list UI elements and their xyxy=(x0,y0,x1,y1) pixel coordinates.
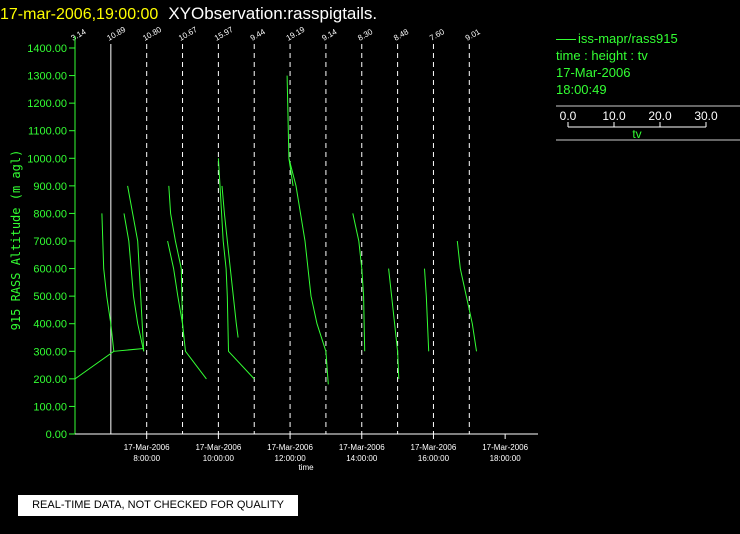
x-tick-date-3: 17-Mar-2006 xyxy=(339,443,385,452)
y-tick-label-13: 1300.00 xyxy=(27,71,67,83)
y-tick-label-14: 1400.00 xyxy=(27,43,67,55)
series-1-segment-0 xyxy=(127,185,145,352)
profile-marker-label-1: 10.89 xyxy=(105,25,127,43)
y-tick-label-2: 200.00 xyxy=(33,374,67,386)
legend-series: iss-mapr/rass915 xyxy=(556,30,740,47)
y-tick-label-6: 600.00 xyxy=(33,264,67,276)
legend-series-label: iss-mapr/rass915 xyxy=(578,31,678,46)
series-5-segment-0 xyxy=(352,213,366,352)
series-4-segment-1 xyxy=(288,158,294,186)
x-tick-date-2: 17-Mar-2006 xyxy=(267,443,313,452)
x-tick-time-0: 8:00:00 xyxy=(133,454,160,463)
series-7-segment-0 xyxy=(424,268,430,352)
profile-marker-label-6: 19.19 xyxy=(285,25,307,43)
series-1-segment-1 xyxy=(123,213,145,352)
y-tick-label-9: 900.00 xyxy=(33,181,67,193)
profile-marker-label-11: 9.01 xyxy=(464,27,482,43)
legend: iss-mapr/rass915 time : height : tv 17-M… xyxy=(556,30,740,141)
legend-scale-label: tv xyxy=(632,127,641,141)
y-tick-label-1: 100.00 xyxy=(33,401,67,413)
legend-scale-tick-label-0: 0.0 xyxy=(560,109,577,123)
x-tick-date-0: 17-Mar-2006 xyxy=(124,443,170,452)
legend-swatch xyxy=(556,39,576,41)
x-tick-time-5: 18:00:00 xyxy=(490,454,522,463)
legend-date: 17-Mar-2006 xyxy=(556,65,631,80)
header-observation: XYObservation:rasspigtails. xyxy=(168,4,378,23)
y-axis-label: 915 RASS Altitude (m agl) xyxy=(9,150,23,331)
x-tick-time-2: 12:00:00 xyxy=(275,454,307,463)
header-timestamp: 17-mar-2006,19:00:00 xyxy=(0,6,159,23)
y-tick-label-10: 1000.00 xyxy=(27,153,67,165)
profile-marker-label-4: 15.97 xyxy=(213,25,235,43)
legend-variables: time : height : tv xyxy=(556,48,648,63)
series-6-segment-0 xyxy=(388,268,400,379)
profile-marker-label-8: 8.30 xyxy=(356,27,374,43)
profile-marker-label-0: 3.14 xyxy=(70,27,88,43)
data-series xyxy=(74,75,477,385)
y-tick-label-7: 700.00 xyxy=(33,236,67,248)
x-tick-date-5: 17-Mar-2006 xyxy=(482,443,528,452)
y-tick-label-12: 1200.00 xyxy=(27,98,67,110)
profile-marker-label-7: 9.14 xyxy=(320,27,338,43)
legend-scale-tick-label-1: 10.0 xyxy=(602,109,626,123)
legend-scale: 0.0 10.0 20.0 30.0 tv xyxy=(556,105,740,141)
series-3-segment-0 xyxy=(217,158,255,380)
x-tick-time-1: 10:00:00 xyxy=(203,454,235,463)
y-tick-label-8: 800.00 xyxy=(33,208,67,220)
series-4-segment-0 xyxy=(286,75,329,385)
y-tick-label-0: 0.00 xyxy=(46,429,67,441)
series-0-segment-0 xyxy=(74,348,144,380)
series-7-segment-1 xyxy=(456,240,477,352)
series-2-segment-1 xyxy=(167,240,207,380)
legend-scale-tick-label-2: 20.0 xyxy=(648,109,672,123)
profile-marker-label-5: 9.44 xyxy=(249,27,267,43)
profile-markers: 3.14 10.89 10.80 10.67 15.97 9.44 19.19 9.14 8.3… xyxy=(70,25,482,434)
legend-time: 18:00:49 xyxy=(556,82,607,97)
x-tick-date-4: 17-Mar-2006 xyxy=(411,443,457,452)
axes: 0.00 100.00 200.00 300.00 400.00 500.00 600.00… xyxy=(27,36,538,463)
y-tick-label-11: 1100.00 xyxy=(28,126,67,138)
series-3-segment-1 xyxy=(221,185,239,338)
x-tick-date-1: 17-Mar-2006 xyxy=(195,443,241,452)
profile-marker-label-2: 10.80 xyxy=(141,25,163,43)
series-0-segment-1 xyxy=(101,213,115,352)
legend-scale-tick-label-3: 30.0 xyxy=(694,109,718,123)
x-axis-label: time xyxy=(298,463,314,472)
plot-header: 17-mar-2006,19:00:00 XYObservation:rasspi… xyxy=(0,2,377,26)
profile-marker-label-3: 10.67 xyxy=(177,25,199,43)
y-tick-label-4: 400.00 xyxy=(33,319,67,331)
y-tick-label-5: 500.00 xyxy=(33,291,67,303)
profile-marker-label-10: 7.60 xyxy=(428,27,446,43)
y-tick-label-3: 300.00 xyxy=(33,346,67,358)
profile-marker-label-9: 8.48 xyxy=(392,27,410,43)
x-tick-time-4: 16:00:00 xyxy=(418,454,450,463)
quality-notice: REAL-TIME DATA, NOT CHECKED FOR QUALITY xyxy=(18,495,298,516)
x-tick-time-3: 14:00:00 xyxy=(346,454,378,463)
